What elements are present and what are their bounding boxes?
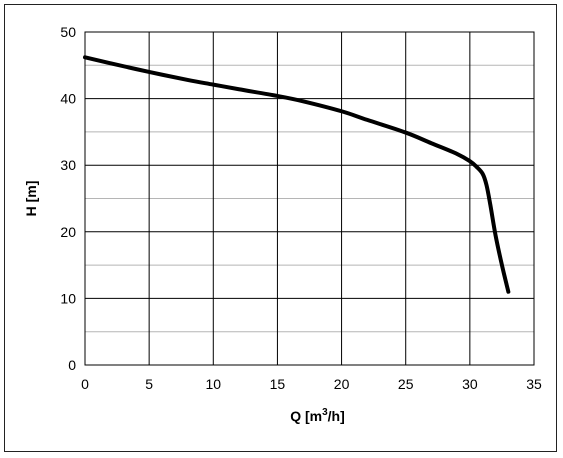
x-axis-label-tail: /h]	[328, 408, 345, 424]
y-axis-label: H [m]	[23, 181, 39, 217]
x-tick-label: 10	[205, 376, 221, 392]
x-tick-label: 25	[398, 376, 414, 392]
y-tick-label: 30	[60, 157, 76, 173]
x-axis-label-main: Q [m	[290, 408, 322, 424]
grid	[85, 32, 534, 365]
x-tick-label: 35	[526, 376, 542, 392]
x-axis-label-superscript: 3	[322, 407, 328, 418]
x-tick-label: 15	[270, 376, 286, 392]
x-tick-label: 0	[81, 376, 89, 392]
tick-labels: 0 10 20 30 40 50 0 5 10 15 20 25 30 35	[60, 24, 542, 392]
y-tick-label: 20	[60, 224, 76, 240]
chart-frame	[4, 4, 557, 452]
x-axis-label: Q [m3/h]	[290, 407, 345, 424]
y-tick-label: 10	[60, 290, 76, 306]
series-line-h-q	[83, 55, 511, 294]
y-tick-label: 50	[60, 24, 76, 40]
y-tick-label: 0	[68, 357, 76, 373]
y-tick-label: 40	[60, 91, 76, 107]
plot-area-border	[84, 31, 535, 366]
x-tick-label: 30	[462, 376, 478, 392]
x-tick-label: 20	[334, 376, 350, 392]
x-tick-label: 5	[145, 376, 153, 392]
